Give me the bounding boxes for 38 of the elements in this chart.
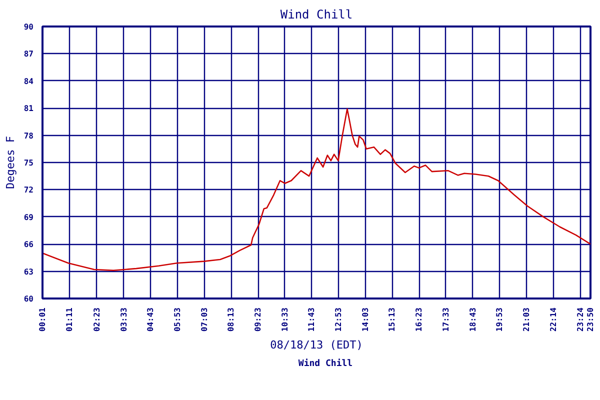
x-tick-label: 04:43 bbox=[146, 307, 156, 332]
y-axis-title: Degees F bbox=[4, 136, 17, 189]
x-tick-label: 18:43 bbox=[468, 307, 478, 332]
x-axis-title: 08/18/13 (EDT) bbox=[270, 338, 363, 352]
y-tick-label: 75 bbox=[24, 158, 34, 168]
y-tick-label: 87 bbox=[24, 50, 34, 59]
x-tick-label: 01:11 bbox=[64, 307, 74, 332]
x-tick-label: 12:53 bbox=[334, 307, 344, 332]
y-tick-label: 81 bbox=[24, 104, 34, 114]
y-tick-label: 69 bbox=[24, 212, 34, 222]
x-tick-label: 23:50 bbox=[586, 307, 595, 332]
x-tick-label: 03:33 bbox=[119, 307, 128, 332]
x-tick-label: 10:33 bbox=[280, 307, 290, 332]
x-tick-label: 09:23 bbox=[254, 307, 263, 332]
y-tick-label: 84 bbox=[24, 76, 34, 86]
x-tick-label: 07:03 bbox=[200, 307, 209, 332]
x-tick-label: 19:53 bbox=[495, 307, 504, 332]
x-tick-label: 02:23 bbox=[92, 307, 102, 332]
x-tick-label: 00:01 bbox=[38, 307, 47, 332]
x-tick-label: 22:14 bbox=[549, 307, 558, 332]
x-tick-label: 11:43 bbox=[307, 307, 316, 332]
x-tick-label: 21:03 bbox=[522, 307, 531, 332]
y-tick-label: 78 bbox=[24, 131, 34, 140]
x-tick-label: 17:33 bbox=[441, 307, 450, 332]
line-series bbox=[42, 108, 590, 272]
x-tick-label: 08:13 bbox=[226, 307, 236, 332]
y-tick-label: 66 bbox=[24, 240, 34, 250]
y-tick-label: 72 bbox=[24, 186, 34, 195]
y-tick-label: 63 bbox=[24, 267, 34, 276]
x-tick-label: 05:53 bbox=[172, 307, 182, 332]
y-tick-label: 90 bbox=[24, 22, 34, 32]
x-tick-label: 15:13 bbox=[388, 307, 397, 332]
chart-title: Wind Chill bbox=[280, 8, 353, 22]
x-tick-label: 14:03 bbox=[360, 307, 370, 332]
text: Wind Chill bbox=[298, 359, 353, 369]
y-tick-label: 60 bbox=[24, 294, 34, 304]
x-tick-label: 16:23 bbox=[414, 307, 424, 332]
x-tick-label: 23:24 bbox=[576, 307, 586, 332]
